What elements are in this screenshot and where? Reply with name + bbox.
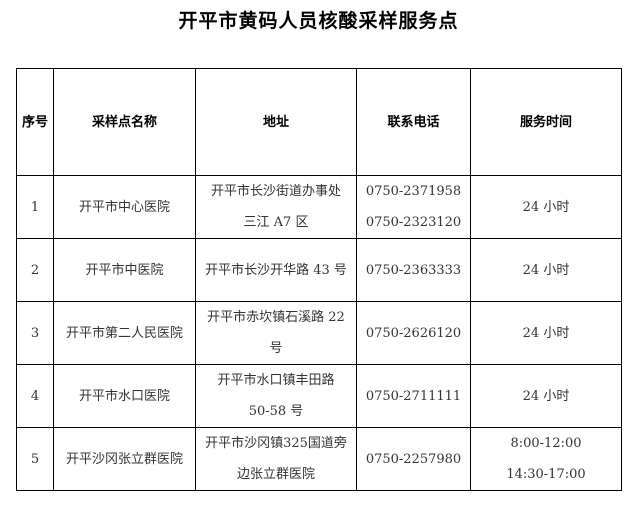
cell-phone-line: 0750-2257980 [365, 451, 462, 467]
table-row: 4 开平市水口医院 开平市水口镇丰田路 50-58 号 0750-2711111 24 小… [16, 364, 622, 428]
cell-name: 开平市中心医院 [53, 175, 196, 239]
cell-address-line: 开平市赤坎镇石溪路 22 [207, 310, 345, 325]
cell-name: 开平市水口医院 [53, 364, 196, 428]
header-name: 采样点名称 [53, 68, 196, 176]
cell-name: 开平沙冈张立群医院 [53, 427, 196, 491]
cell-no: 5 [16, 427, 54, 491]
cell-hours-line: 14:30-17:00 [506, 467, 586, 482]
cell-hours-line: 8:00-12:00 [510, 436, 582, 451]
header-no: 序号 [16, 68, 54, 176]
cell-address-line: 开平市水口镇丰田路 [217, 373, 335, 388]
cell-address: 开平市长沙街道办事处 三江 A7 区 [195, 175, 357, 239]
cell-phone: 0750-2711111 [356, 364, 471, 428]
table-header-row: 序号 采样点名称 地址 联系电话 服务时间 [16, 68, 622, 176]
cell-no: 3 [16, 301, 54, 365]
cell-address-line: 号 [269, 341, 283, 356]
cell-hours: 8:00-12:00 14:30-17:00 [470, 427, 622, 491]
page-title: 开平市黄码人员核酸采样服务点 [178, 10, 459, 32]
cell-hours: 24 小时 [470, 301, 622, 365]
cell-phone-line: 0750-2711111 [365, 388, 462, 404]
cell-hours-line: 24 小时 [522, 262, 570, 278]
cell-no: 2 [16, 238, 54, 302]
cell-phone-line: 0750-2323120 [365, 215, 462, 230]
table-row: 5 开平沙冈张立群医院 开平市沙冈镇325国道旁 边张立群医院 0750-2257980… [16, 427, 622, 491]
sampling-sites-table: 序号 采样点名称 地址 联系电话 服务时间 1 开平市中心医院 开平市长沙街道办事处… [16, 68, 622, 491]
cell-hours-line: 24 小时 [522, 388, 570, 404]
table-row: 3 开平市第二人民医院 开平市赤坎镇石溪路 22 号 0750-2626120 24 小时 [16, 301, 622, 365]
cell-address-line: 边张立群医院 [236, 467, 315, 482]
cell-phone: 0750-2626120 [356, 301, 471, 365]
header-hours: 服务时间 [470, 68, 622, 176]
cell-address-line: 开平市沙冈镇325国道旁 [205, 436, 347, 451]
cell-address: 开平市赤坎镇石溪路 22 号 [195, 301, 357, 365]
cell-phone: 0750-2363333 [356, 238, 471, 302]
cell-hours: 24 小时 [470, 175, 622, 239]
table-row: 2 开平市中医院 开平市长沙开华路 43 号 0750-2363333 24 小时 [16, 238, 622, 302]
cell-phone: 0750-2371958 0750-2323120 [356, 175, 471, 239]
cell-address-line: 三江 A7 区 [243, 215, 309, 230]
cell-address: 开平市沙冈镇325国道旁 边张立群医院 [195, 427, 357, 491]
cell-hours-line: 24 小时 [522, 325, 570, 341]
cell-name: 开平市中医院 [53, 238, 196, 302]
cell-hours: 24 小时 [470, 238, 622, 302]
cell-phone-line: 0750-2371958 [365, 184, 462, 199]
cell-phone-line: 0750-2626120 [365, 325, 462, 341]
cell-address: 开平市水口镇丰田路 50-58 号 [195, 364, 357, 428]
header-phone: 联系电话 [356, 68, 471, 176]
cell-address: 开平市长沙开华路 43 号 [195, 238, 357, 302]
cell-hours: 24 小时 [470, 364, 622, 428]
cell-phone-line: 0750-2363333 [365, 262, 462, 278]
cell-address-line: 50-58 号 [248, 404, 304, 419]
cell-address-line: 开平市长沙开华路 43 号 [205, 262, 347, 278]
cell-phone: 0750-2257980 [356, 427, 471, 491]
cell-no: 1 [16, 175, 54, 239]
header-address: 地址 [195, 68, 357, 176]
table-row: 1 开平市中心医院 开平市长沙街道办事处 三江 A7 区 0750-2371958 075… [16, 175, 622, 239]
cell-name: 开平市第二人民医院 [53, 301, 196, 365]
cell-no: 4 [16, 364, 54, 428]
cell-hours-line: 24 小时 [522, 199, 570, 215]
cell-address-line: 开平市长沙街道办事处 [210, 184, 341, 199]
